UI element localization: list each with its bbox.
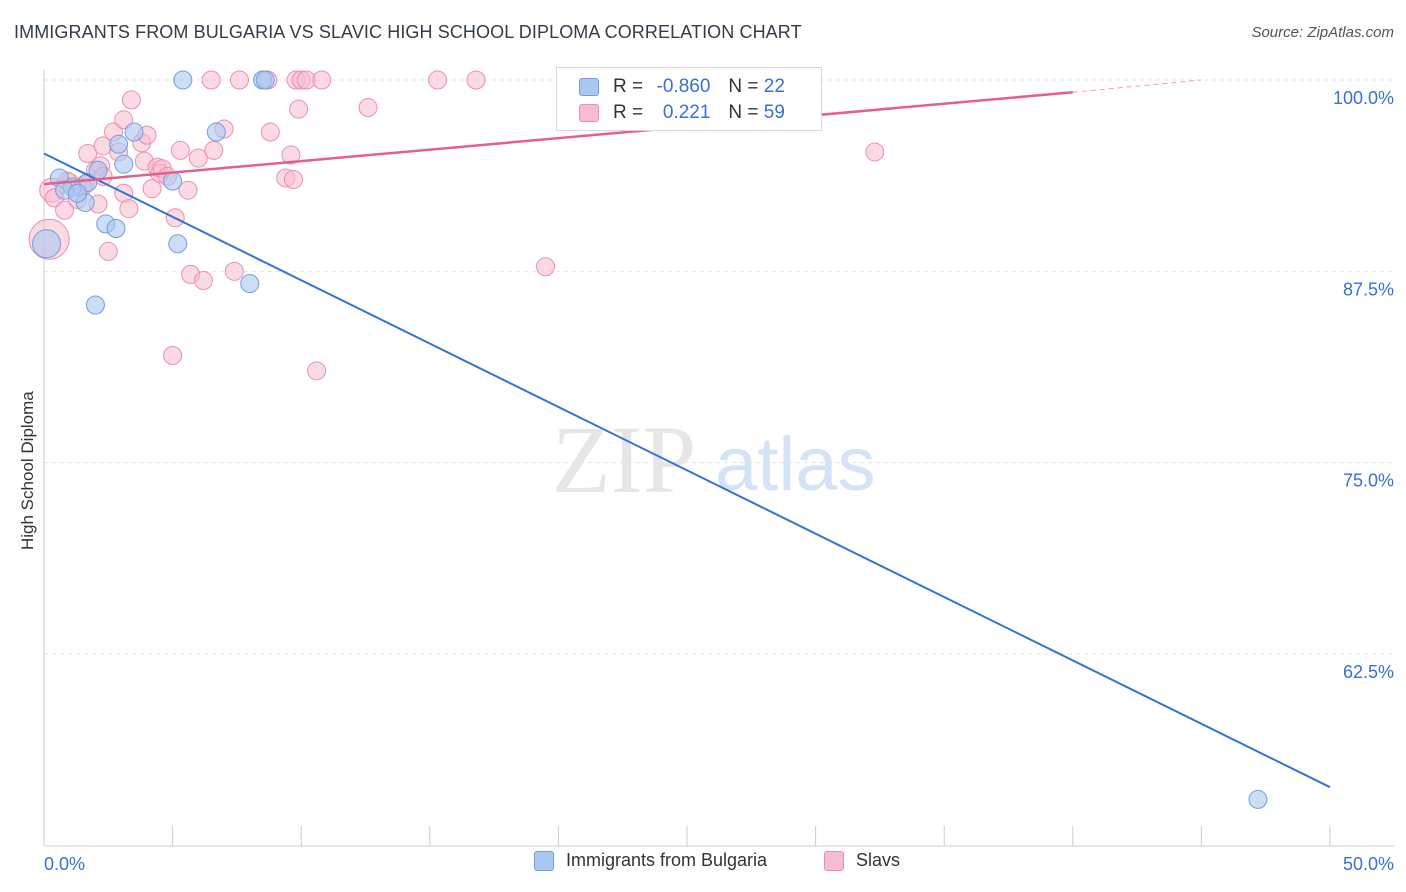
swatch-pink	[579, 104, 599, 122]
data-point-slavs	[188, 148, 208, 168]
data-point-bulgaria	[206, 122, 226, 142]
trend-line-slavs-extension	[1072, 79, 1202, 93]
data-point-bulgaria	[163, 171, 183, 191]
data-point-slavs	[201, 70, 221, 90]
watermark-zip: ZIP	[552, 406, 696, 513]
data-point-bulgaria	[109, 134, 129, 154]
data-point-bulgaria	[124, 122, 144, 142]
data-point-bulgaria	[1248, 789, 1268, 809]
data-point-bulgaria	[240, 274, 260, 294]
series-legend: Immigrants from Bulgaria Slavs	[0, 850, 1406, 878]
n-label: N =	[728, 102, 759, 123]
legend-item-bulgaria[interactable]: Immigrants from Bulgaria	[534, 850, 767, 871]
watermark-atlas: atlas	[715, 422, 876, 507]
data-point-slavs	[119, 199, 139, 219]
trend-line-slavs	[43, 91, 1073, 186]
data-point-slavs	[224, 261, 244, 281]
data-point-slavs	[193, 271, 213, 291]
data-point-slavs	[170, 140, 190, 160]
data-point-slavs	[466, 70, 486, 90]
source-credit: Source: ZipAtlas.com	[1251, 24, 1394, 41]
data-point-bulgaria	[67, 183, 87, 203]
data-point-slavs	[121, 90, 141, 110]
data-point-slavs	[229, 70, 249, 90]
data-point-slavs	[55, 200, 75, 220]
legend-label: Immigrants from Bulgaria	[566, 850, 768, 870]
y-tick-label: 75.0%	[1343, 471, 1394, 491]
stats-row-bulgaria: R = -0.860 N = 22	[579, 74, 785, 100]
chart-title: IMMIGRANTS FROM BULGARIA VS SLAVIC HIGH …	[14, 22, 802, 42]
data-point-slavs	[283, 169, 303, 189]
data-point-bulgaria	[168, 234, 188, 254]
y-tick-label: 87.5%	[1343, 279, 1394, 299]
data-point-slavs	[536, 257, 556, 277]
legend-label: Slavs	[856, 850, 901, 870]
swatch-blue	[579, 78, 599, 96]
n-value: 22	[763, 76, 785, 97]
data-point-bulgaria	[173, 70, 193, 90]
r-label: R =	[613, 76, 644, 97]
data-point-slavs	[114, 110, 134, 130]
data-point-slavs	[281, 145, 301, 165]
data-point-slavs	[865, 142, 885, 162]
trend-line-bulgaria	[43, 152, 1331, 789]
stats-legend: R = -0.860 N = 22 R = 0.221 N = 59	[556, 67, 822, 131]
data-point-bulgaria	[114, 154, 134, 174]
data-point-slavs	[307, 361, 327, 381]
data-point-slavs	[142, 179, 162, 199]
data-point-slavs	[358, 98, 378, 118]
data-point-bulgaria	[85, 295, 105, 315]
y-tick-label: 62.5%	[1343, 662, 1394, 682]
n-value: 59	[763, 102, 785, 123]
data-point-slavs	[178, 180, 198, 200]
legend-item-slavs[interactable]: Slavs	[824, 850, 900, 871]
data-point-slavs	[312, 70, 332, 90]
n-label: N =	[728, 76, 759, 97]
data-point-slavs	[163, 346, 183, 366]
r-label: R =	[613, 102, 644, 123]
legend-swatch-blue	[534, 850, 554, 871]
data-point-bulgaria	[32, 229, 62, 259]
data-point-slavs	[78, 143, 98, 163]
legend-swatch-pink	[824, 850, 844, 871]
x-tick-label: 50.0%	[1343, 854, 1394, 874]
data-point-slavs	[98, 241, 118, 261]
data-point-bulgaria	[106, 218, 126, 238]
data-point-slavs	[289, 99, 309, 119]
data-point-slavs	[428, 70, 448, 90]
data-point-bulgaria	[255, 70, 275, 90]
y-tick-label: 100.0%	[1333, 88, 1394, 108]
data-point-slavs	[204, 140, 224, 160]
stats-row-slavs: R = 0.221 N = 59	[579, 100, 785, 126]
r-value: -0.860	[656, 76, 711, 97]
zipatlas-watermark: ZIP atlas	[552, 406, 876, 513]
data-point-slavs	[260, 122, 280, 142]
x-tick-label: 0.0%	[44, 854, 85, 874]
r-value: 0.221	[662, 102, 711, 123]
